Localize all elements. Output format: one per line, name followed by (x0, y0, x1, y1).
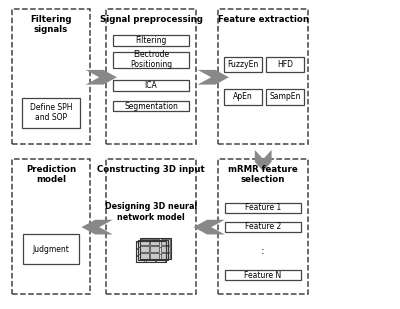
Bar (146, 242, 155, 248)
Text: Feature 1: Feature 1 (245, 203, 281, 212)
Bar (106, 9, 196, 144)
Text: Designing 3D neural
network model: Designing 3D neural network model (105, 202, 197, 222)
Bar (266, 57, 304, 72)
Text: Feature extraction: Feature extraction (218, 15, 308, 24)
Bar (224, 89, 262, 105)
Bar (160, 239, 170, 245)
Text: FuzzyEn: FuzzyEn (227, 60, 259, 69)
Bar (156, 242, 165, 248)
Bar (23, 235, 79, 264)
Bar (156, 256, 165, 262)
Text: Filtering
signals: Filtering signals (30, 15, 72, 34)
Polygon shape (255, 150, 272, 171)
Bar (136, 256, 144, 262)
Bar (140, 238, 171, 259)
Bar (224, 57, 262, 72)
Text: mRMR feature
selection: mRMR feature selection (228, 165, 298, 184)
Bar (146, 249, 155, 255)
Text: Signal preprocessing: Signal preprocessing (100, 15, 202, 24)
Bar (138, 239, 168, 260)
Polygon shape (198, 70, 229, 85)
Text: Define SPH
and SOP: Define SPH and SOP (30, 103, 72, 122)
Bar (158, 254, 167, 260)
Bar (140, 252, 149, 259)
Polygon shape (86, 70, 117, 85)
Bar (150, 246, 159, 252)
Bar (138, 248, 147, 253)
Bar (113, 35, 189, 45)
Bar (160, 246, 170, 252)
Bar (140, 239, 149, 245)
Text: Filtering: Filtering (135, 36, 167, 45)
Bar (136, 241, 166, 262)
Bar (138, 254, 147, 260)
Bar (160, 252, 170, 259)
Bar (150, 239, 159, 245)
Bar (22, 98, 80, 128)
Bar (136, 242, 144, 248)
Polygon shape (194, 220, 225, 235)
Bar (12, 159, 90, 294)
Bar (106, 159, 196, 294)
Bar (148, 248, 157, 253)
Text: Segmentation: Segmentation (124, 102, 178, 111)
Bar (150, 252, 159, 259)
Text: SampEn: SampEn (269, 92, 301, 101)
Text: Prediction
model: Prediction model (26, 165, 76, 184)
Bar (266, 89, 304, 105)
Bar (225, 203, 301, 213)
Bar (156, 249, 165, 255)
Bar (148, 254, 157, 260)
Bar (146, 256, 155, 262)
Text: Feature 2: Feature 2 (245, 222, 281, 231)
Text: Constructing 3D input: Constructing 3D input (97, 165, 205, 174)
Bar (225, 270, 301, 280)
Bar (113, 101, 189, 112)
Text: HFD: HFD (277, 60, 293, 69)
Text: ICA: ICA (145, 81, 157, 90)
Bar (158, 248, 167, 253)
Bar (218, 159, 308, 294)
Bar (148, 240, 157, 247)
Bar (113, 52, 189, 68)
Bar (12, 9, 90, 144)
Bar (158, 240, 167, 247)
Bar (140, 246, 149, 252)
Text: ApEn: ApEn (233, 92, 253, 101)
Bar (113, 80, 189, 91)
Bar (218, 9, 308, 144)
Bar (136, 249, 144, 255)
Text: Electrode
Positioning: Electrode Positioning (130, 50, 172, 70)
Polygon shape (82, 220, 113, 235)
Text: Judgment: Judgment (33, 245, 70, 254)
Bar (225, 222, 301, 232)
Text: Feature N: Feature N (244, 271, 282, 280)
Text: :: : (261, 246, 265, 256)
Bar (138, 240, 147, 247)
